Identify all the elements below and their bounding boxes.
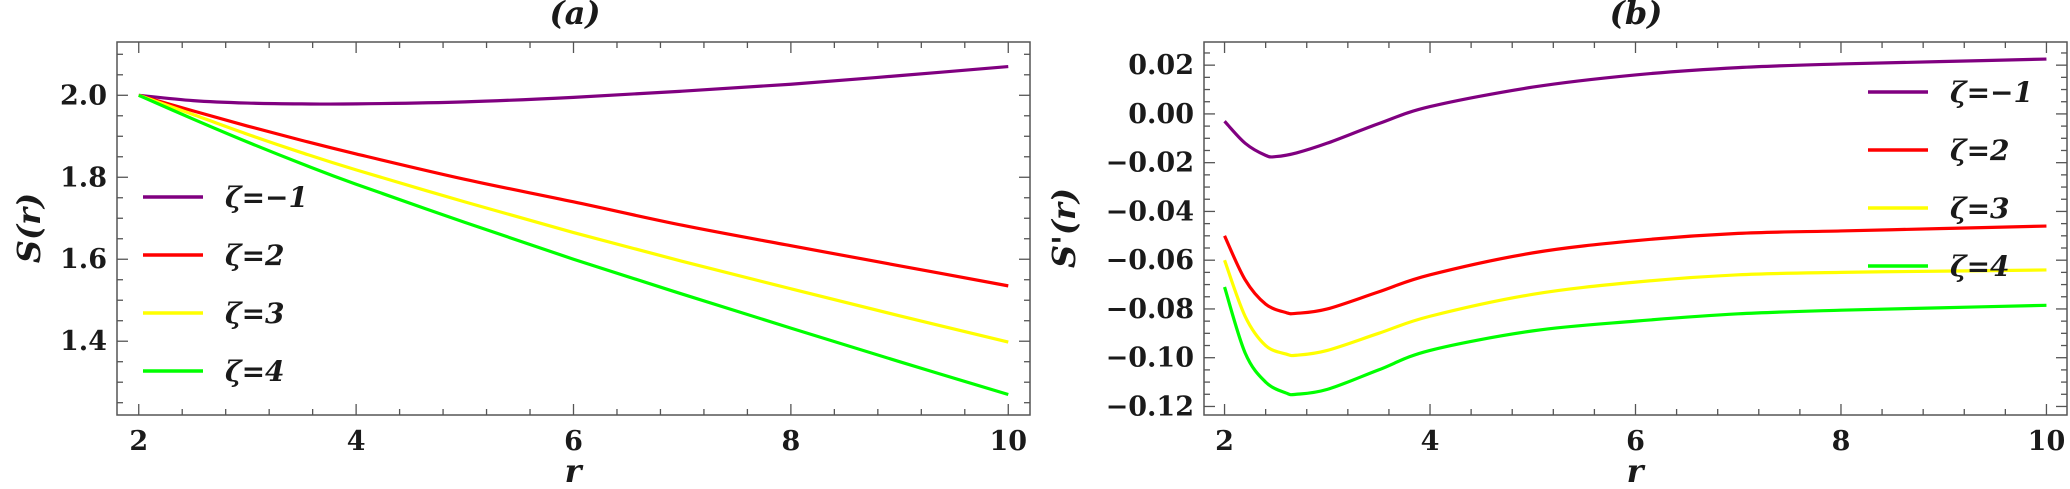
panel-b-x-tick-label: 6 xyxy=(1626,426,1645,457)
panel-b-y-tick-label: −0.12 xyxy=(1106,391,1194,422)
panel-b-legend-label: ζ=−1 xyxy=(1950,76,2033,109)
panel-a-legend-label: ζ=3 xyxy=(225,297,285,330)
panel-b-y-tick-label: −0.06 xyxy=(1106,245,1194,276)
panel-a-series-line-2 xyxy=(138,93,1009,288)
panel-b-legend: ζ=−1 ζ=2 ζ=3 ζ=4 xyxy=(1868,76,2033,283)
panel-b-y-tick-label: 0.00 xyxy=(1128,99,1194,130)
panel-a-series-line-3 xyxy=(138,93,1009,344)
panel-b-series xyxy=(1223,57,2047,397)
panel-b-y-axis-label: S'(r) xyxy=(1045,188,1083,268)
panel-a-y-axis-label: S(r) xyxy=(10,193,48,263)
panel-b-x-tick-label: 2 xyxy=(1215,426,1234,457)
panel-b-x-tick-label: 10 xyxy=(2028,426,2066,457)
panel-a: (a) r S(r) 2 4 6 8 10 1.4 1.6 1.8 2.0 ζ=−1 ζ=2 ζ=3… xyxy=(10,0,1031,489)
panel-b-y-tick-label: −0.08 xyxy=(1106,294,1194,325)
panel-a-series xyxy=(138,64,1009,397)
panel-b-x-axis-label: r xyxy=(1627,452,1646,489)
panel-b-y-tick-label: −0.10 xyxy=(1106,343,1194,374)
panel-b-series-line-4 xyxy=(1223,286,2047,397)
panel-b-series-line-3 xyxy=(1223,259,2047,358)
panel-a-y-tick-label: 2.0 xyxy=(60,80,107,111)
panel-a-series-line-1 xyxy=(138,64,1009,106)
panel-a-legend-label: ζ=−1 xyxy=(225,181,308,214)
panel-b-legend-label: ζ=3 xyxy=(1950,192,2010,225)
panel-a-legend: ζ=−1 ζ=2 ζ=3 ζ=4 xyxy=(143,181,308,388)
panel-b-title: (b) xyxy=(1610,0,1663,32)
panel-b-series-line-1 xyxy=(1223,57,2047,159)
panel-b: (b) r S'(r) 2 4 6 8 10 −0.12 −0.10 −0.08 −0.06 −0… xyxy=(1045,0,2068,489)
panel-b-ticks: 2 4 6 8 10 −0.12 −0.10 −0.08 −0.06 −0.04 −0.02 0.00… xyxy=(1106,42,2067,457)
panel-a-x-tick-label: 2 xyxy=(129,426,148,457)
panel-b-legend-label: ζ=4 xyxy=(1950,250,2010,283)
panel-a-y-tick-label: 1.8 xyxy=(60,162,107,193)
panel-b-legend-label: ζ=2 xyxy=(1950,134,2010,167)
panel-a-x-tick-label: 6 xyxy=(564,426,583,457)
panel-a-title: (a) xyxy=(549,0,600,32)
panel-a-x-axis-label: r xyxy=(565,452,584,489)
panel-a-legend-label: ζ=4 xyxy=(225,355,285,388)
panel-a-x-tick-label: 8 xyxy=(781,426,800,457)
panel-b-x-tick-label: 8 xyxy=(1832,426,1851,457)
panel-a-legend-label: ζ=2 xyxy=(225,239,285,272)
panel-a-ticks: 2 4 6 8 10 1.4 1.6 1.8 2.0 xyxy=(60,42,1030,457)
panel-b-y-tick-label: −0.02 xyxy=(1106,148,1194,179)
panel-a-x-tick-label: 4 xyxy=(347,426,366,457)
panel-b-x-tick-label: 4 xyxy=(1421,426,1440,457)
panel-a-y-tick-label: 1.6 xyxy=(60,244,107,275)
panel-a-series-line-4 xyxy=(138,93,1009,397)
panel-b-y-tick-label: 0.02 xyxy=(1128,50,1194,81)
panel-a-x-tick-label: 10 xyxy=(989,426,1027,457)
panel-b-series-line-2 xyxy=(1223,224,2047,316)
panel-a-y-tick-label: 1.4 xyxy=(60,326,107,357)
panel-b-y-tick-label: −0.04 xyxy=(1106,196,1194,227)
